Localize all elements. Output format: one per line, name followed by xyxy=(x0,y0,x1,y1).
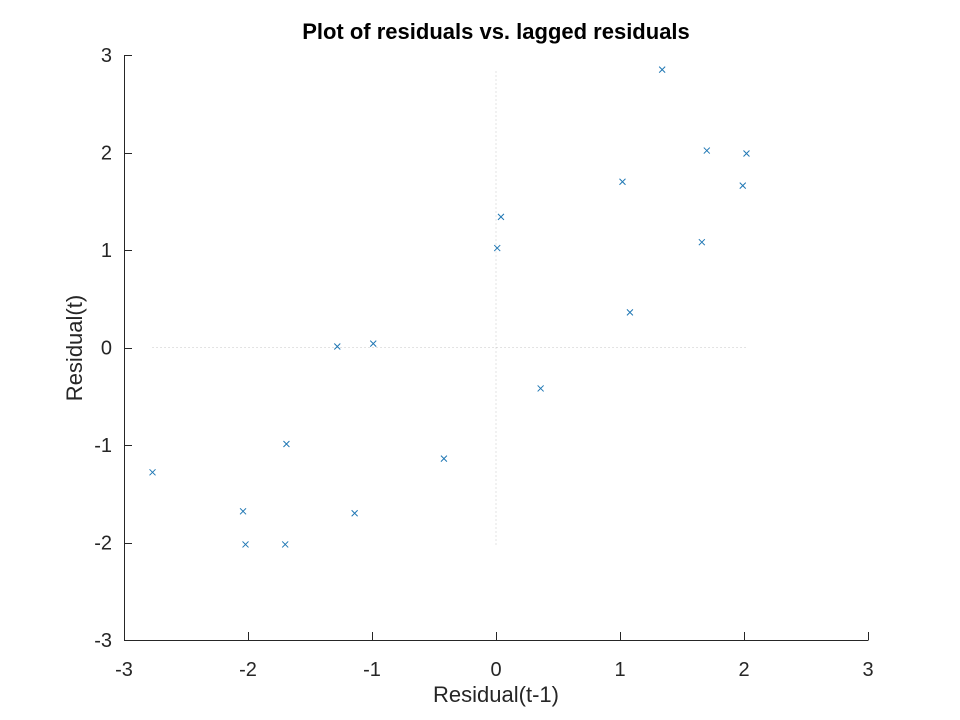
data-point-marker xyxy=(239,507,247,515)
chart-title: Plot of residuals vs. lagged residuals xyxy=(302,19,690,44)
data-point-marker xyxy=(658,66,666,73)
x-tick-label: -3 xyxy=(115,659,133,681)
data-point-marker xyxy=(281,541,289,548)
y-tick-label: -3 xyxy=(94,630,112,652)
y-tick-label: -1 xyxy=(94,435,112,457)
data-point-marker xyxy=(626,309,634,316)
x-tick-label: 0 xyxy=(490,659,501,681)
data-point-marker xyxy=(743,150,750,157)
y-tick-label: 0 xyxy=(101,338,112,360)
data-point-marker xyxy=(149,468,156,476)
data-point-marker xyxy=(333,343,341,350)
y-tick-label: 1 xyxy=(101,240,112,262)
x-axis-label: Residual(t-1) xyxy=(433,682,559,707)
x-ticks: -3 -2 -1 0 1 2 3 xyxy=(115,632,874,681)
x-tick-label: 1 xyxy=(614,659,625,681)
data-point-marker xyxy=(537,385,544,392)
data-point-marker xyxy=(283,440,290,448)
data-point-marker xyxy=(739,182,747,190)
data-point-marker xyxy=(497,213,505,221)
zero-lines xyxy=(152,69,747,545)
x-tick-label: -2 xyxy=(239,659,257,681)
data-point-marker xyxy=(703,147,711,154)
data-point-marker xyxy=(369,340,377,347)
data-point-marker xyxy=(242,541,249,548)
y-tick-label: 2 xyxy=(101,143,112,165)
data-point-marker xyxy=(619,178,626,186)
x-tick-label: -1 xyxy=(363,659,381,681)
y-axis-label: Residual(t) xyxy=(62,295,87,401)
y-tick-label: 3 xyxy=(101,45,112,67)
data-point-marker xyxy=(440,455,448,463)
x-tick-label: 2 xyxy=(738,659,749,681)
x-tick-label: 3 xyxy=(862,659,873,681)
data-point-marker xyxy=(493,244,501,252)
y-ticks: -3 -2 -1 0 1 2 3 xyxy=(94,45,132,652)
data-points xyxy=(149,66,750,548)
y-tick-label: -2 xyxy=(94,533,112,555)
data-point-marker xyxy=(351,509,358,517)
data-point-marker xyxy=(698,238,706,246)
